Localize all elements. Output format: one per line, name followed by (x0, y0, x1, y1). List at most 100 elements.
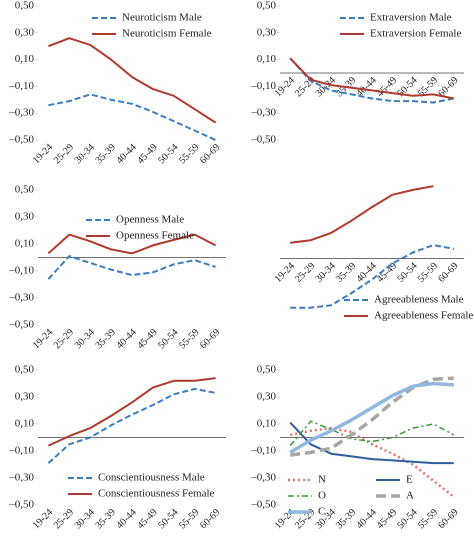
series-line (289, 426, 455, 498)
y-tick-label: –0,30 (250, 472, 276, 484)
x-tick-label: 25-29 (293, 261, 317, 285)
series-line (47, 233, 217, 255)
y-tick-label: –0,30 (250, 107, 276, 119)
x-tick-label: 50-54 (156, 507, 180, 531)
y-tick-label: –0,50 (250, 134, 276, 146)
x-tick-label: 50-54 (395, 507, 419, 531)
y-tick-label: 0,50 (15, 0, 35, 12)
legend-label: Openness Female (116, 230, 194, 242)
y-tick-label: –0,50 (250, 499, 276, 511)
y-tick-label: 0,50 (15, 184, 35, 196)
x-tick-label: 45-49 (135, 507, 159, 531)
x-tick-label: 30-34 (314, 261, 338, 285)
legend-label: O (318, 490, 326, 502)
x-tick-label: 35-39 (334, 507, 358, 531)
x-tick-label: 45-49 (135, 327, 159, 351)
series-line (47, 255, 216, 280)
x-tick-label: 45-49 (375, 507, 399, 531)
x-tick-label: 55-59 (177, 507, 201, 531)
legend-label: A (406, 490, 414, 502)
y-tick-label: –0,50 (8, 499, 34, 511)
series-line (290, 185, 434, 244)
x-tick-label: 19-24 (31, 142, 55, 166)
y-tick-label: 0,50 (15, 364, 35, 376)
legend-label: N (318, 474, 326, 486)
series-line (289, 421, 454, 465)
y-tick-label: –0,10 (8, 445, 34, 457)
x-tick-label: 25-29 (52, 142, 76, 166)
x-tick-label: 40-44 (354, 507, 378, 531)
x-tick-label: 45-49 (375, 75, 399, 99)
x-tick-label: 25-29 (52, 327, 76, 351)
legend-label: Extraversion Male (370, 12, 452, 24)
x-tick-label: 60-69 (436, 261, 460, 285)
x-tick-label: 45-49 (135, 142, 159, 166)
x-tick-label: 50-54 (156, 142, 180, 166)
x-tick-label: 19-24 (273, 261, 297, 285)
x-tick-label: 19-24 (31, 327, 55, 351)
x-tick-label: 40-44 (114, 507, 138, 531)
x-tick-label: 60-69 (198, 327, 222, 351)
y-tick-label: 0,30 (15, 391, 35, 403)
y-tick-label: 0,30 (257, 391, 277, 403)
x-tick-label: 50-54 (156, 327, 180, 351)
series-line (290, 244, 454, 309)
x-tick-label: 55-59 (416, 261, 440, 285)
x-tick-label: 55-59 (177, 327, 201, 351)
y-tick-label: 0,50 (257, 364, 277, 376)
y-tick-label: –0,10 (250, 445, 276, 457)
x-tick-label: 45-49 (375, 261, 399, 285)
x-tick-label: 40-44 (354, 261, 378, 285)
y-tick-label: –0,30 (8, 107, 34, 119)
x-tick-label: 60-69 (198, 142, 222, 166)
series-line (289, 420, 455, 447)
x-tick-label: 40-44 (114, 327, 138, 351)
legend-label: E (406, 474, 413, 486)
y-tick-label: 0,30 (15, 26, 35, 38)
y-tick-label: –0,30 (8, 292, 34, 304)
legend-label: Agreeableness Female (374, 310, 473, 322)
y-tick-label: 0,10 (15, 53, 35, 65)
x-tick-label: 55-59 (177, 142, 201, 166)
y-tick-label: –0,30 (8, 472, 34, 484)
x-tick-label: 40-44 (114, 142, 138, 166)
y-tick-label: 0,30 (15, 211, 35, 223)
legend-label: Extraversion Female (370, 28, 461, 40)
x-tick-label: 35-39 (94, 327, 118, 351)
x-tick-label: 60-69 (198, 507, 222, 531)
x-tick-label: 60-69 (436, 507, 460, 531)
x-tick-label: 30-34 (73, 142, 97, 166)
series-line (48, 37, 217, 124)
x-tick-label: 50-54 (395, 261, 419, 285)
y-tick-label: 0,10 (257, 418, 277, 430)
x-tick-label: 25-29 (293, 75, 317, 99)
series-line (289, 381, 454, 454)
x-tick-label: 55-59 (416, 507, 440, 531)
legend-label: Conscientiousness Female (98, 488, 215, 500)
series-line (289, 376, 454, 457)
x-tick-label: 35-39 (94, 507, 118, 531)
y-tick-label: –0,10 (8, 265, 34, 277)
x-tick-label: 40-44 (354, 75, 378, 99)
y-tick-label: –0,50 (8, 134, 34, 146)
series-line (47, 387, 216, 464)
series-line (289, 57, 454, 100)
legend-label: Neuroticism Male (122, 12, 202, 24)
legend-label: Neuroticism Female (122, 28, 212, 40)
x-tick-label: 35-39 (94, 142, 118, 166)
legend-label: Agreeableness Male (374, 294, 464, 306)
legend-label: Conscientiousness Male (98, 472, 205, 484)
x-tick-label: 30-34 (73, 327, 97, 351)
x-tick-label: 19-24 (273, 75, 297, 99)
x-tick-label: 25-29 (52, 507, 76, 531)
x-tick-label: 19-24 (31, 507, 55, 531)
series-line (47, 377, 216, 447)
y-tick-label: –0,50 (8, 319, 34, 331)
x-tick-label: 30-34 (73, 507, 97, 531)
y-tick-label: 0,10 (15, 418, 35, 430)
y-tick-label: 0,30 (257, 26, 277, 38)
y-tick-label: –0,10 (250, 80, 276, 92)
y-tick-label: 0,10 (15, 238, 35, 250)
x-tick-label: 35-39 (334, 261, 358, 285)
legend-label: Openness Male (116, 214, 184, 226)
